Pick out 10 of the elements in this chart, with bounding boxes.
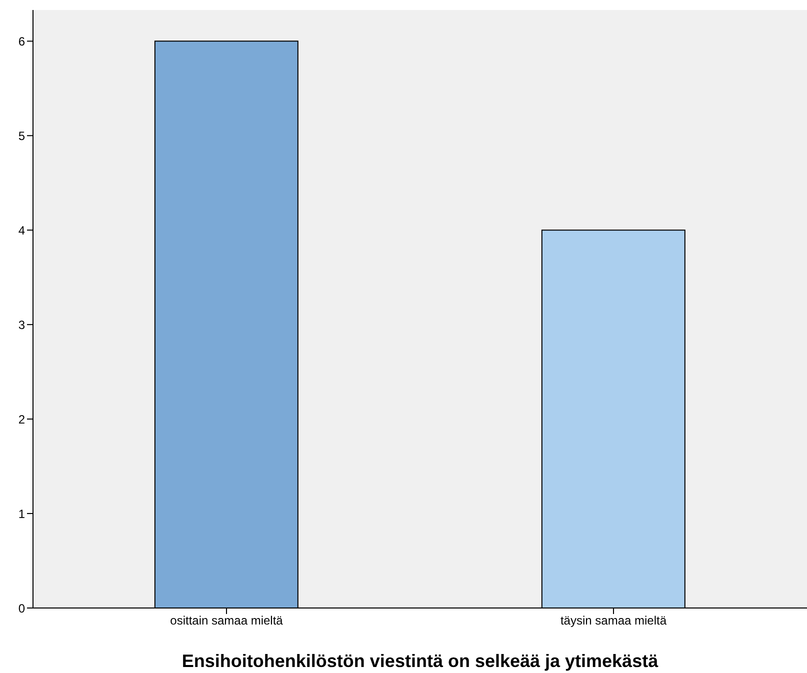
x-tick-label: täysin samaa mieltä [560, 614, 667, 628]
y-tick-label: 2 [18, 412, 26, 426]
y-tick-label: 1 [18, 506, 26, 521]
y-tick-label: 5 [18, 128, 26, 143]
y-tick-label: 6 [18, 34, 26, 48]
y-tick-label: 3 [18, 318, 26, 332]
x-tick-label: osittain samaa mieltä [170, 614, 284, 628]
y-tick-label: 0 [18, 601, 26, 616]
y-tick-label: 4 [18, 223, 26, 238]
x-axis-title: Ensihoitohenkilöstön viestintä on selkeää ja ytimekästä [182, 651, 660, 671]
